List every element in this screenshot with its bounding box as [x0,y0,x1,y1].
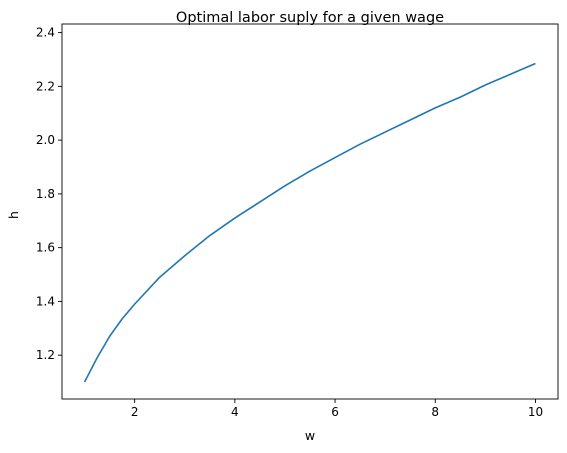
y-axis-ticks: 1.2 1.4 1.6 1.8 2.0 2.2 2.4 [36,26,62,362]
series-line [83,62,536,383]
x-axis-label: w [305,428,315,443]
y-tick-label: 2.0 [36,133,55,147]
y-tick-label: 2.2 [36,79,55,93]
x-axis-ticks: 2 4 6 8 10 [131,399,543,419]
series-layer [83,62,536,383]
x-tick-label: 8 [431,405,439,419]
y-tick-label: 1.4 [36,294,55,308]
x-tick-label: 10 [528,405,543,419]
y-axis-label: h [6,211,21,219]
y-tick-label: 1.8 [36,187,55,201]
x-tick-label: 6 [331,405,339,419]
chart-title: Optimal labor suply for a given wage [176,10,444,26]
y-tick-label: 1.6 [36,241,55,255]
y-tick-label: 2.4 [36,26,55,40]
x-tick-label: 4 [231,405,239,419]
x-tick-label: 2 [131,405,139,419]
y-tick-label: 1.2 [36,348,55,362]
plot-frame [61,23,559,400]
